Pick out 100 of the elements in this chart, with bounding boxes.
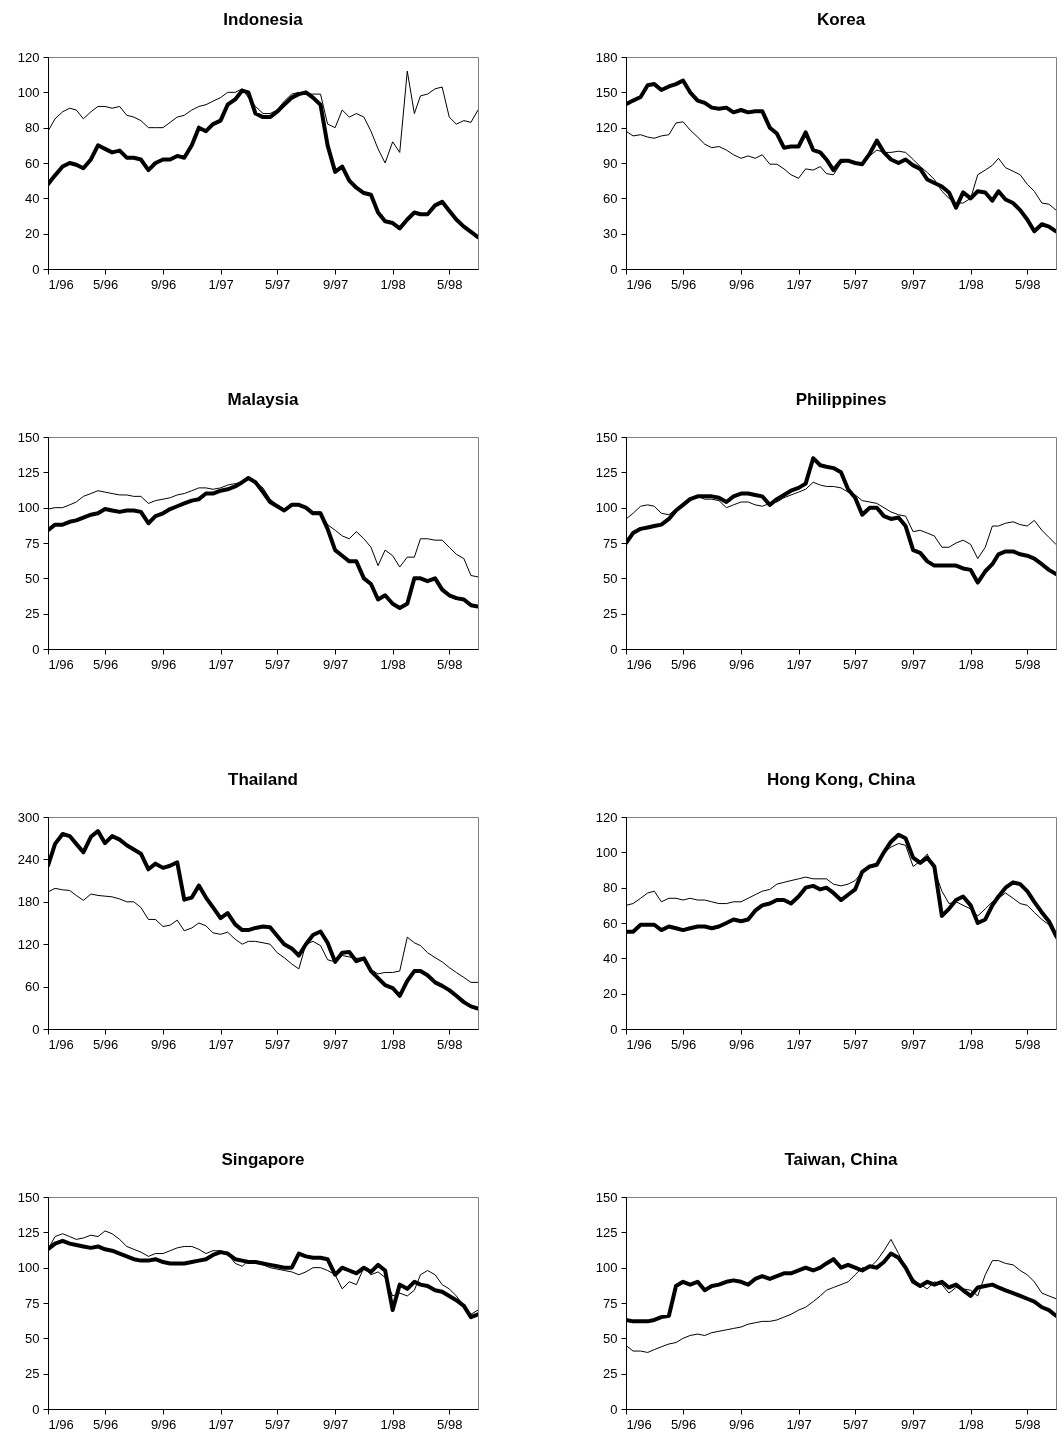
x-tick-label: 1/97: [208, 1416, 234, 1432]
chart-title: Malaysia: [227, 390, 299, 409]
x-tick-label: 1/98: [958, 276, 984, 292]
x-tick-label: 1/97: [208, 656, 234, 672]
x-tick-label: 1/97: [786, 656, 812, 672]
y-tick-label: 0: [32, 641, 40, 657]
x-tick-label: 9/96: [150, 1036, 177, 1052]
x-tick-label: 5/96: [670, 1036, 697, 1052]
y-tick-label: 90: [603, 155, 618, 171]
x-tick-label: 1/97: [786, 276, 812, 292]
y-tick-label: 25: [25, 606, 40, 622]
y-tick-label: 100: [595, 500, 618, 516]
y-tick-label: 150: [17, 429, 40, 445]
y-tick-label: 0: [610, 1021, 618, 1037]
x-tick-label: 9/97: [900, 656, 927, 672]
y-tick-label: 0: [32, 1021, 40, 1037]
y-tick-label: 240: [17, 851, 40, 867]
y-tick-label: 50: [25, 1330, 40, 1346]
x-tick-label: 1/96: [626, 656, 652, 672]
y-tick-label: 60: [25, 155, 40, 171]
x-tick-label: 5/97: [842, 1416, 869, 1432]
y-tick-label: 100: [595, 844, 618, 860]
y-tick-label: 120: [595, 809, 618, 825]
y-tick-label: 120: [595, 120, 618, 136]
x-tick-label: 9/96: [728, 1416, 755, 1432]
x-tick-label: 5/97: [264, 1416, 291, 1432]
x-tick-label: 5/96: [92, 1416, 119, 1432]
y-tick-label: 100: [17, 84, 40, 100]
y-tick-label: 100: [17, 1260, 40, 1276]
y-tick-label: 60: [603, 915, 618, 931]
y-tick-label: 75: [25, 1295, 40, 1311]
y-tick-label: 120: [17, 936, 40, 952]
y-tick-label: 75: [25, 535, 40, 551]
x-tick-label: 5/97: [842, 276, 869, 292]
y-tick-label: 50: [603, 570, 618, 586]
y-tick-label: 0: [610, 1401, 618, 1417]
y-tick-label: 150: [595, 429, 618, 445]
x-tick-label: 1/98: [958, 1036, 984, 1052]
x-tick-label: 9/97: [322, 656, 349, 672]
y-tick-label: 40: [25, 190, 40, 206]
y-tick-label: 150: [595, 84, 618, 100]
y-tick-label: 120: [17, 49, 40, 65]
x-tick-label: 5/98: [437, 1036, 463, 1052]
y-tick-label: 25: [25, 1366, 40, 1382]
x-tick-label: 9/96: [150, 276, 177, 292]
x-tick-label: 1/97: [208, 1036, 234, 1052]
chart-title: Korea: [816, 10, 866, 29]
x-tick-label: 9/96: [728, 276, 755, 292]
y-tick-label: 60: [25, 979, 40, 995]
y-tick-label: 0: [32, 261, 40, 277]
y-tick-label: 50: [25, 570, 40, 586]
chart-title: Hong Kong, China: [766, 770, 916, 789]
x-tick-label: 9/97: [900, 1416, 927, 1432]
x-tick-label: 9/96: [150, 656, 177, 672]
x-tick-label: 5/97: [842, 656, 869, 672]
x-tick-label: 1/96: [48, 1416, 74, 1432]
x-tick-label: 9/97: [322, 1036, 349, 1052]
x-tick-label: 1/98: [380, 1036, 406, 1052]
x-tick-label: 1/97: [208, 276, 234, 292]
x-tick-label: 5/98: [437, 1416, 463, 1432]
x-tick-label: 1/98: [380, 1416, 406, 1432]
y-tick-label: 75: [603, 1295, 618, 1311]
y-tick-label: 150: [595, 1189, 618, 1205]
y-tick-label: 25: [603, 1366, 618, 1382]
x-tick-label: 5/97: [264, 276, 291, 292]
y-tick-label: 20: [25, 226, 40, 242]
y-tick-label: 0: [610, 641, 618, 657]
y-tick-label: 125: [595, 464, 618, 480]
x-tick-label: 5/97: [842, 1036, 869, 1052]
x-tick-label: 5/98: [1015, 1036, 1041, 1052]
x-tick-label: 9/97: [322, 1416, 349, 1432]
chart-title: Singapore: [221, 1150, 305, 1169]
x-tick-label: 5/98: [1015, 656, 1041, 672]
x-tick-label: 1/96: [626, 1036, 652, 1052]
x-tick-label: 5/96: [92, 276, 119, 292]
x-tick-label: 5/98: [437, 656, 463, 672]
x-tick-label: 5/98: [437, 276, 463, 292]
y-tick-label: 80: [25, 120, 40, 136]
x-tick-label: 9/97: [322, 276, 349, 292]
x-tick-label: 1/98: [958, 656, 984, 672]
chart-title: Indonesia: [223, 10, 304, 29]
x-tick-label: 9/97: [900, 1036, 927, 1052]
x-tick-label: 5/97: [264, 656, 291, 672]
x-tick-label: 1/96: [48, 656, 74, 672]
y-tick-label: 0: [32, 1401, 40, 1417]
x-tick-label: 1/96: [48, 276, 74, 292]
x-tick-label: 5/96: [92, 656, 119, 672]
y-tick-label: 50: [603, 1330, 618, 1346]
chart-title: Thailand: [228, 770, 298, 789]
x-tick-label: 9/96: [728, 1036, 755, 1052]
x-tick-label: 5/96: [670, 276, 697, 292]
y-tick-label: 100: [17, 500, 40, 516]
y-tick-label: 25: [603, 606, 618, 622]
x-tick-label: 5/97: [264, 1036, 291, 1052]
x-tick-label: 5/96: [670, 656, 697, 672]
y-tick-label: 40: [603, 950, 618, 966]
x-tick-label: 9/97: [900, 276, 927, 292]
x-tick-label: 5/98: [1015, 276, 1041, 292]
y-tick-label: 75: [603, 535, 618, 551]
y-tick-label: 20: [603, 986, 618, 1002]
